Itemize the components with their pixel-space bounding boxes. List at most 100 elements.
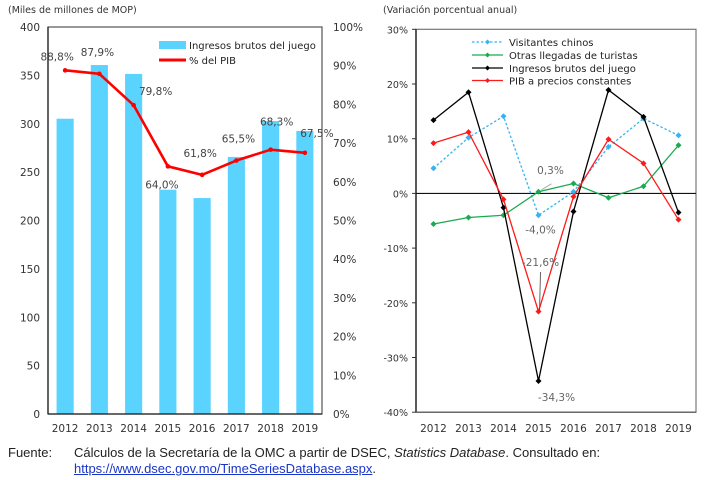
left-x-tick-label: 2015 (155, 423, 182, 435)
right-x-tick-label: 2014 (490, 423, 517, 435)
source-label: Fuente: (8, 445, 53, 460)
right-legend: Visitantes chinos Otras llegadas de turis… (472, 38, 638, 88)
left-y2-tick-label: 50% (333, 216, 356, 228)
left-x-tick-label: 2013 (86, 423, 113, 435)
annotation-leader-line (541, 183, 552, 191)
right-y-axis-unit-label: (Variación porcentual anual) (383, 5, 517, 16)
legend-label-otras-llegadas-de-turistas: Otras llegadas de turistas (509, 51, 638, 62)
series-marker-ingresos-brutos-del-juego-2016 (570, 208, 577, 215)
bar-gaming-revenue-2015 (159, 189, 177, 414)
legend-label-pib-a-precios-constantes: PIB a precios constantes (509, 77, 631, 88)
left-plot-border (47, 26, 323, 415)
annotation-label: 0,3% (537, 165, 564, 177)
bar-gaming-revenue-2013 (90, 65, 108, 414)
gdp-share-data-label: 87,9% (81, 47, 114, 59)
gdp-share-point-2017 (234, 158, 239, 163)
series-marker-ingresos-brutos-del-juego-2017 (605, 87, 612, 94)
left-x-tick-label: 2012 (52, 423, 79, 435)
series-marker-visitantes-chinos-2015 (535, 212, 542, 219)
series-marker-otras-llegadas-de-turistas-2016 (570, 180, 577, 187)
legend-marker-visitantes-chinos (485, 39, 490, 45)
series-line-otras-llegadas-de-turistas (433, 144, 679, 225)
legend-label-visitantes-chinos: Visitantes chinos (509, 38, 594, 49)
right-y-tick-label: 20% (387, 80, 408, 91)
legend-swatch-gaming-revenue (159, 41, 186, 49)
right-plot-frame (415, 28, 697, 413)
left-y2-tick-label: 20% (333, 332, 356, 344)
series-marker-pib-a-precios-constantes-2019 (675, 216, 682, 223)
source-link[interactable]: https://www.dsec.gov.mo/TimeSeriesDataba… (74, 461, 373, 476)
left-x-tick-label: 2016 (189, 423, 216, 435)
bar-gaming-revenue-2017 (227, 156, 245, 415)
left-y2-tick-label: 60% (333, 177, 356, 189)
left-y2-tick-label: 30% (333, 293, 356, 305)
right-x-tick-label: 2016 (560, 423, 587, 435)
right-y-tick-label: -30% (383, 354, 408, 365)
series-marker-visitantes-chinos-2017 (605, 143, 612, 150)
series-marker-otras-llegadas-de-turistas-2017 (605, 194, 612, 201)
left-y2-tick-label: 80% (333, 99, 356, 111)
source-text-part-2: . Consultado en: (505, 445, 601, 460)
series-marker-otras-llegadas-de-turistas-2019 (675, 142, 682, 149)
bar-gaming-revenue-2014 (125, 73, 143, 414)
left-bars-group (56, 65, 314, 415)
source-database-name: Statistics Database (394, 445, 506, 460)
series-marker-ingresos-brutos-del-juego-2015 (535, 378, 542, 385)
series-marker-otras-llegadas-de-turistas-2018 (640, 183, 647, 190)
legend-marker-otras-llegadas-de-turistas (485, 52, 490, 58)
series-marker-pib-a-precios-constantes-2016 (570, 193, 577, 200)
gdp-share-data-label: 65,5% (222, 134, 255, 146)
series-marker-pib-a-precios-constantes-2018 (640, 160, 647, 167)
gdp-share-point-2015 (165, 164, 171, 169)
left-y-tick-label: 400 (20, 22, 40, 34)
left-y2-tick-label: 100% (333, 22, 363, 34)
left-y2-tick-label: 10% (333, 370, 356, 382)
annotation-label: -34,3% (538, 392, 575, 404)
left-y-tick-label: 200 (20, 216, 40, 228)
right-series-group (430, 87, 682, 385)
legend-label-gaming-revenue: Ingresos brutos del juego (189, 41, 316, 52)
left-y2-tick-label: 70% (333, 138, 356, 150)
series-marker-pib-a-precios-constantes-2017 (605, 136, 612, 143)
left-y-tick-label: 250 (20, 167, 40, 179)
right-y-tick-label: 10% (387, 135, 408, 146)
left-x-tick-label: 2014 (120, 423, 147, 435)
right-y-tick-label: 0% (393, 189, 408, 200)
left-y-axis-ticks: 0 50 100 150 200 250 300 350 400 (20, 22, 40, 421)
bar-gaming-revenue-2018 (262, 121, 280, 414)
gdp-share-point-2019 (302, 150, 308, 156)
left-y-tick-label: 300 (20, 119, 40, 131)
right-annotations: 0,3% -4,0% -21,6% -34,3% (522, 165, 575, 404)
legend-marker-ingresos-brutos-del-juego (485, 65, 490, 71)
legend-label-gdp-share: % del PIB (189, 56, 236, 67)
left-y2-tick-label: 0% (333, 409, 350, 421)
series-line-visitantes-chinos (433, 115, 679, 217)
gdp-share-data-label: 67,5% (300, 128, 333, 140)
series-marker-pib-a-precios-constantes-2015 (535, 308, 542, 315)
gdp-share-point-2014 (131, 102, 136, 108)
series-marker-ingresos-brutos-del-juego-2019 (675, 209, 682, 216)
source-text-part-1: Cálculos de la Secretaría de la OMC a pa… (74, 445, 395, 460)
left-y-tick-label: 150 (20, 264, 40, 276)
right-x-tick-label: 2017 (595, 423, 622, 435)
left-y-tick-label: 100 (20, 312, 40, 324)
right-x-tick-label: 2012 (420, 423, 447, 435)
series-marker-ingresos-brutos-del-juego-2013 (465, 89, 472, 96)
gdp-share-data-label: 61,8% (183, 148, 216, 160)
left-y2-tick-label: 90% (333, 61, 356, 73)
annotation-label: -21,6% (522, 257, 559, 269)
gdp-share-data-label: 68,3% (260, 117, 293, 129)
series-marker-ingresos-brutos-del-juego-2018 (640, 113, 647, 120)
series-marker-visitantes-chinos-2012 (430, 165, 437, 172)
gdp-share-line (64, 69, 305, 177)
legend-label-ingresos-brutos-del-juego: Ingresos brutos del juego (509, 64, 636, 75)
right-x-tick-label: 2018 (630, 423, 657, 435)
figure-canvas: (Miles de millones de MOP) 0 50 100 150 200 2… (8, 5, 697, 435)
right-y-tick-label: -20% (383, 299, 408, 310)
right-chart: (Variación porcentual anual) -40% -30% -20… (383, 5, 697, 435)
series-marker-visitantes-chinos-2019 (675, 132, 682, 139)
left-plot-frame (47, 26, 323, 415)
right-y-tick-label: -40% (383, 408, 408, 419)
legend-marker-pib-a-precios-constantes (485, 78, 490, 83)
series-marker-otras-llegadas-de-turistas-2012 (430, 221, 437, 228)
